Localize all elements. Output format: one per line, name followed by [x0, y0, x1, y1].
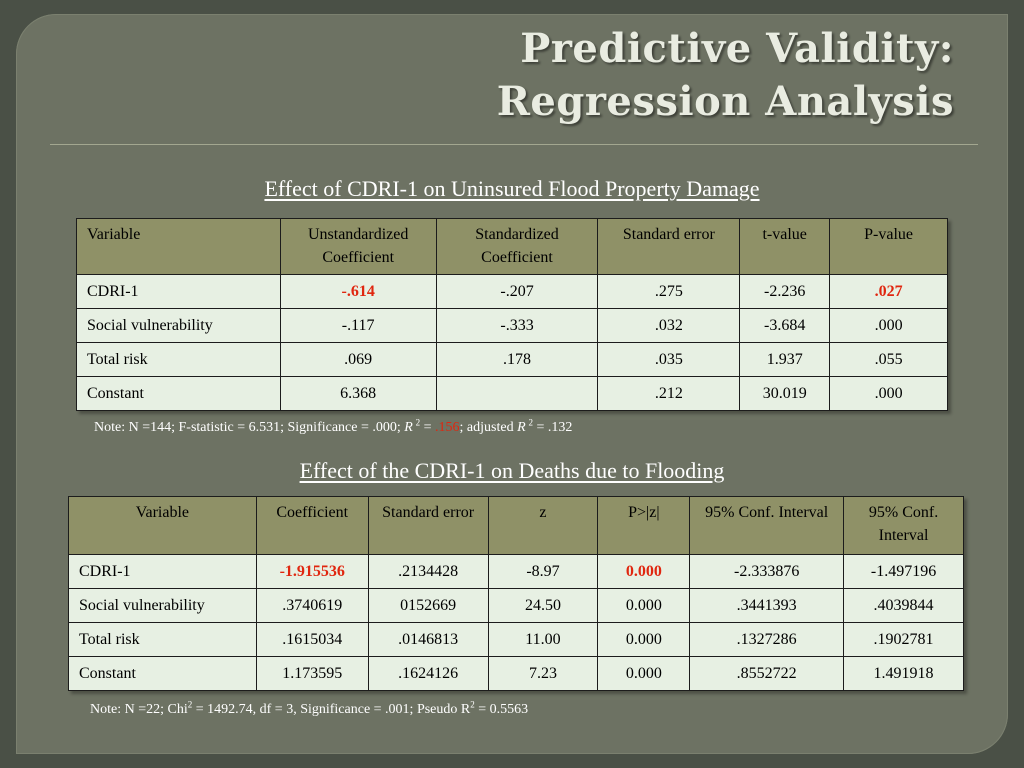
note-text: Note: N =144; F-statistic = 6.531; Signi… [94, 420, 405, 435]
note-superscript: 2 [470, 699, 475, 710]
note-adj-r-symbol: R [517, 420, 526, 435]
table2-caption: Effect of the CDRI-1 on Deaths due to Fl… [299, 458, 725, 483]
table-cell: .055 [829, 342, 948, 377]
table-row: Total risk .069 .178 .035 1.937 .055 [76, 342, 948, 377]
table-row: Social vulnerability .3740619 0152669 24… [68, 588, 964, 623]
table2: Variable Coefficient Standard error z P>… [68, 496, 964, 691]
table-row: CDRI-1 -.614 -.207 .275 -2.236 .027 [76, 274, 948, 309]
table1-note: Note: N =144; F-statistic = 6.531; Signi… [94, 417, 573, 436]
title-divider [50, 144, 978, 145]
table-cell: .178 [435, 342, 599, 377]
table-cell: .035 [597, 342, 741, 377]
table-cell: 11.00 [487, 622, 599, 657]
table-cell: 0152669 [367, 588, 489, 623]
table1-header: P-value [829, 218, 948, 275]
table2-header: P>|z| [597, 496, 691, 555]
note-text: = .132 [532, 420, 573, 435]
table2-note: Note: N =22; Chi2 = 1492.74, df = 3, Sig… [90, 699, 529, 718]
table-cell [435, 376, 599, 411]
table-row: Social vulnerability -.117 -.333 .032 -3… [76, 308, 948, 343]
table1-header: Standardized Coefficient [435, 218, 599, 275]
table-cell: Social vulnerability [76, 308, 281, 343]
table-cell: -.117 [279, 308, 437, 343]
table-cell: .000 [829, 308, 948, 343]
table-cell: .2134428 [367, 554, 489, 589]
table-cell: .1624126 [367, 656, 489, 691]
table-cell: .1902781 [843, 622, 964, 657]
table-cell: .000 [829, 376, 948, 411]
table-cell: .1327286 [689, 622, 845, 657]
table2-header: Variable [68, 496, 257, 555]
table-cell: -.333 [435, 308, 599, 343]
table-cell: .3740619 [255, 588, 369, 623]
table-cell: 30.019 [739, 376, 831, 411]
table-row: Total risk .1615034 .0146813 11.00 0.000… [68, 622, 964, 657]
table-cell: -1.915536 [255, 554, 369, 589]
table1: Variable Unstandardized Coefficient Stan… [76, 218, 948, 411]
table2-header: z [487, 496, 599, 555]
table2-header: Standard error [367, 496, 489, 555]
table-cell: 1.937 [739, 342, 831, 377]
note-text: Note: N =22; Chi [90, 702, 188, 717]
note-r2-value: .156 [435, 420, 460, 435]
table-cell: -1.497196 [843, 554, 964, 589]
table2-header: Coefficient [255, 496, 369, 555]
note-superscript: 2 [528, 417, 533, 428]
table-cell: .275 [597, 274, 741, 309]
table2-header: 95% Conf. Interval [843, 496, 964, 555]
table-cell: 0.000 [597, 656, 691, 691]
table-cell: 0.000 [597, 622, 691, 657]
table-cell: 7.23 [487, 656, 599, 691]
table1-header-row: Variable Unstandardized Coefficient Stan… [76, 218, 948, 275]
table2-header: 95% Conf. Interval [689, 496, 845, 555]
table-cell: .069 [279, 342, 437, 377]
table-cell: -3.684 [739, 308, 831, 343]
table-cell: CDRI-1 [76, 274, 281, 309]
table-row: Constant 6.368 .212 30.019 .000 [76, 376, 948, 411]
title-line-1: Predictive Validity: [520, 25, 954, 72]
title-line-2: Regression Analysis [496, 78, 954, 125]
table-cell: 1.173595 [255, 656, 369, 691]
note-superscript: 2 [187, 699, 193, 710]
note-superscript: 2 [415, 417, 421, 428]
table-cell: Social vulnerability [68, 588, 257, 623]
note-text: = [420, 420, 436, 435]
slide-title: Predictive Validity: Regression Analysis [497, 22, 954, 128]
table-cell: -2.333876 [689, 554, 845, 589]
table-cell: .4039844 [843, 588, 964, 623]
table1-header: Variable [76, 218, 281, 275]
table-cell: -.614 [279, 274, 437, 309]
table-cell: Total risk [76, 342, 281, 377]
table-cell: .8552722 [689, 656, 845, 691]
table-cell: .1615034 [255, 622, 369, 657]
table-cell: -.207 [435, 274, 599, 309]
table1-caption: Effect of CDRI-1 on Uninsured Flood Prop… [264, 176, 760, 201]
table-cell: .032 [597, 308, 741, 343]
table-cell: Constant [68, 656, 257, 691]
table1-header: Unstandardized Coefficient [279, 218, 437, 275]
table-cell: .3441393 [689, 588, 845, 623]
note-text: ; adjusted [459, 420, 518, 435]
table-cell: -2.236 [739, 274, 831, 309]
table2-header-row: Variable Coefficient Standard error z P>… [68, 496, 964, 555]
table-cell: .027 [829, 274, 948, 309]
table1-header: Standard error [597, 218, 741, 275]
table-cell: .212 [597, 376, 741, 411]
table-cell: 24.50 [487, 588, 599, 623]
note-text: = 1492.74, df = 3, Significance = .001; … [192, 702, 471, 717]
table-row: CDRI-1 -1.915536 .2134428 -8.97 0.000 -2… [68, 554, 964, 589]
table-cell: 0.000 [597, 554, 691, 589]
table-cell: .0146813 [367, 622, 489, 657]
table1-header: t-value [739, 218, 831, 275]
table-cell: 6.368 [279, 376, 437, 411]
table-cell: -8.97 [487, 554, 599, 589]
table-cell: Total risk [68, 622, 257, 657]
table-cell: Constant [76, 376, 281, 411]
table-cell: CDRI-1 [68, 554, 257, 589]
table-row: Constant 1.173595 .1624126 7.23 0.000 .8… [68, 656, 964, 691]
table-cell: 0.000 [597, 588, 691, 623]
note-text: = 0.5563 [474, 702, 529, 717]
table-cell: 1.491918 [843, 656, 964, 691]
note-r-symbol: R [404, 420, 413, 435]
